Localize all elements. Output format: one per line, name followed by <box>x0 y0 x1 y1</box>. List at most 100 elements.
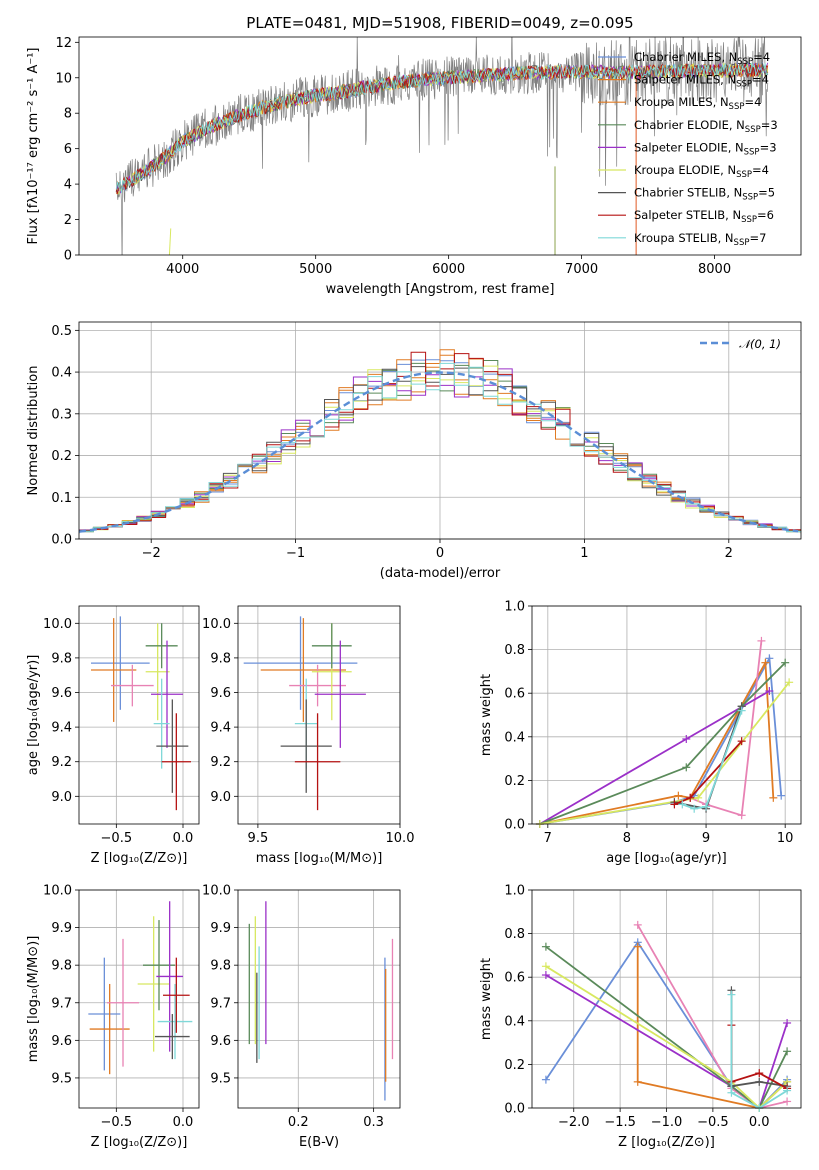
weight-point <box>783 1086 792 1095</box>
weight-point <box>737 737 746 746</box>
legend-entry: Salpeter STELIB, NSSP=6 <box>634 208 774 225</box>
weight-point <box>757 636 766 645</box>
spectrum-xtick-label: 8000 <box>698 262 731 277</box>
error-cross <box>89 983 130 1075</box>
weight-series-line <box>539 662 786 825</box>
weight-vs-Z-xtick-label: −2.0 <box>558 1115 590 1130</box>
weight-vs-Z-ytick-label: 0.8 <box>504 927 525 942</box>
error-cross <box>294 713 341 811</box>
weight-vs-age-xtick-label: 9 <box>702 831 710 846</box>
mass-vs-Z-ytick-label: 9.9 <box>51 921 72 936</box>
spectrum-xtick-label: 6000 <box>432 262 465 277</box>
weight-series-line <box>545 945 788 1110</box>
weight-point <box>678 800 687 809</box>
legend-entry: Salpeter ELODIE, NSSP=3 <box>634 140 777 157</box>
weight-vs-Z-ytick-label: 0.0 <box>504 1102 525 1117</box>
spectrum-ytick-label: 0 <box>64 249 72 264</box>
weight-series-line <box>636 924 788 1109</box>
residuals-xtick-label: 2 <box>725 546 733 561</box>
residuals-xtick-label: −1 <box>286 546 305 561</box>
legend-entry: Chabrier MILES, NSSP=4 <box>634 50 770 67</box>
error-cross <box>91 616 150 710</box>
weight-point <box>765 687 774 696</box>
weight-vs-Z-xtick-label: −0.5 <box>697 1115 729 1130</box>
error-cross <box>155 1014 190 1060</box>
spectrum-ytick-label: 12 <box>55 36 72 51</box>
error-cross <box>156 699 189 793</box>
residual-histogram <box>79 362 801 534</box>
residuals-ytick-label: 0.2 <box>51 449 72 464</box>
age-vs-Z-ytick-label: 9.2 <box>51 755 72 770</box>
age-vs-mass-xtick-label: 10.0 <box>386 831 415 846</box>
weight-vs-Z-xtick-label: −1.0 <box>651 1115 683 1130</box>
error-cross <box>145 623 170 721</box>
weight-vs-Z-ytick-label: 0.4 <box>504 1014 525 1029</box>
mass-vs-Z-ytick-label: 9.6 <box>51 1034 72 1049</box>
weight-point <box>737 811 746 820</box>
spectrum-ytick-label: 2 <box>64 213 72 228</box>
age-vs-Z-xtick-label: 0.0 <box>173 831 194 846</box>
weight-vs-Z-xtick-label: 0.0 <box>749 1115 770 1130</box>
mass-vs-EBV-ytick-label: 9.7 <box>210 996 231 1011</box>
weight-point <box>690 804 699 813</box>
error-cross <box>314 640 366 748</box>
weight-vs-age-xtick-label: 8 <box>623 831 631 846</box>
residuals-ytick-label: 0.1 <box>51 491 72 506</box>
age-vs-mass-xtick-label: 9.5 <box>248 831 269 846</box>
age-vs-Z-ytick-label: 9.0 <box>51 790 72 805</box>
weight-vs-age-ytick-label: 0.0 <box>504 818 525 833</box>
mass-vs-Z-ytick-label: 9.8 <box>51 959 72 974</box>
age-vs-Z-ylabel: age [log₁₀(age/yr)] <box>26 655 41 776</box>
error-cross <box>111 664 154 707</box>
weight-vs-Z-ytick-label: 0.6 <box>504 971 525 986</box>
spectrum-xlabel: wavelength [Angstrom, rest frame] <box>326 282 555 297</box>
error-cross <box>156 901 183 1052</box>
residuals-ytick-label: 0.0 <box>51 533 72 548</box>
weight-point <box>727 1088 736 1097</box>
weight-point <box>633 1077 642 1086</box>
mass-vs-Z-ytick-label: 10.0 <box>43 884 72 899</box>
weight-vs-Z-ytick-label: 0.2 <box>504 1058 525 1073</box>
weight-point <box>702 802 711 811</box>
error-cross <box>157 983 193 1060</box>
error-cross <box>145 623 178 669</box>
age-vs-Z-xtick-label: −0.5 <box>101 831 133 846</box>
residuals-frame <box>78 321 802 540</box>
weight-point <box>686 793 695 802</box>
age-vs-mass-ytick-label: 9.8 <box>210 651 231 666</box>
weight-vs-Z-ytick-label: 1.0 <box>504 884 525 899</box>
spectrum-frame <box>78 36 802 256</box>
error-cross <box>137 916 170 1052</box>
residuals-ytick-label: 0.3 <box>51 407 72 422</box>
age-vs-Z-ytick-label: 9.4 <box>51 721 72 736</box>
weight-point <box>674 791 683 800</box>
weight-series-line <box>674 740 743 806</box>
residuals-xtick-label: 0 <box>436 546 444 561</box>
weight-vs-age-ytick-label: 0.8 <box>504 643 525 658</box>
error-cross <box>280 699 332 793</box>
error-cross <box>151 640 183 748</box>
weight-point <box>727 990 736 999</box>
spectrum-spike <box>168 228 172 255</box>
error-cross <box>107 938 139 1067</box>
weight-point <box>783 1047 792 1056</box>
spectrum-ylabel: Flux [fλ10⁻¹⁷ erg cm⁻² s⁻¹ A⁻¹] <box>26 48 41 245</box>
spectrum-ytick-label: 8 <box>64 107 72 122</box>
residuals-xtick-label: 1 <box>580 546 588 561</box>
weight-series-line <box>730 994 788 1110</box>
spectrum-xtick-label: 5000 <box>299 262 332 277</box>
weight-point <box>633 942 642 951</box>
legend-entry: 𝒩(0, 1) <box>739 337 781 351</box>
spectrum-ytick-label: 10 <box>55 71 72 86</box>
error-cross <box>153 678 170 769</box>
mass-vs-Z-ylabel: mass [log₁₀(M/M⊙)] <box>26 936 41 1063</box>
spectrum-ytick-label: 4 <box>64 178 72 193</box>
weight-point <box>761 658 770 667</box>
age-vs-Z-ytick-label: 9.8 <box>51 651 72 666</box>
normal-curve <box>79 371 799 533</box>
error-cross <box>243 616 358 710</box>
weight-vs-Z-xlabel: Z [log₁₀(Z/Z⊙)] <box>618 1135 715 1150</box>
residuals-ytick-label: 0.4 <box>51 366 72 381</box>
legend-entry: Chabrier ELODIE, NSSP=3 <box>634 118 778 135</box>
weight-vs-age-frame <box>531 605 802 825</box>
